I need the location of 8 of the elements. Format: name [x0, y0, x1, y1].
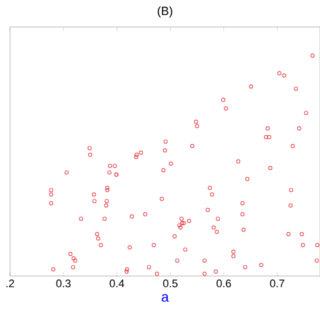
chart-title: (B)	[158, 6, 172, 18]
x-axis-title: a	[162, 294, 169, 302]
x-tick-label: .2	[6, 280, 14, 288]
x-tick-label: 0.5	[163, 280, 178, 288]
x-tick-label: 0.6	[216, 280, 231, 288]
x-tick-label: 0.3	[56, 280, 71, 288]
x-tick-label: 0.4	[110, 280, 124, 288]
x-tick-label: 0.7	[270, 280, 284, 288]
